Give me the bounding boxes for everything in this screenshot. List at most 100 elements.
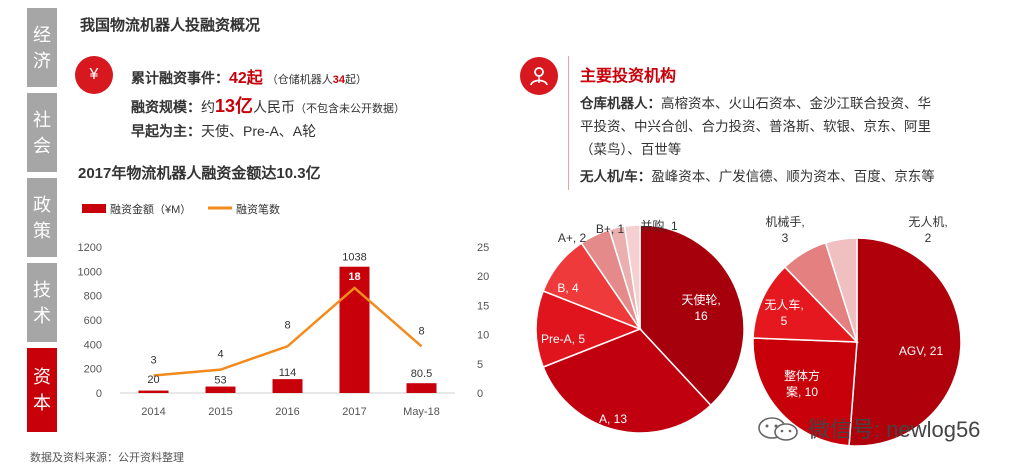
x-tick-label: 2016: [275, 406, 299, 418]
category-tab-4[interactable]: 资本: [27, 348, 57, 432]
pie-label: 机械手, 3: [765, 214, 804, 245]
pie-label: 并购, 1: [640, 218, 678, 233]
category-tab-2[interactable]: 政策: [27, 178, 57, 257]
pie-label: 无人车, 5: [764, 297, 803, 328]
category-tab-3[interactable]: 技术: [27, 263, 57, 342]
vehicle-investors: 无人机/车：盈峰资本、广发信德、顺为资本、百度、京东等: [580, 169, 935, 184]
category-tab-char: 济: [33, 50, 51, 71]
count-line: [153, 286, 423, 377]
pie-label-line: 并购, 1: [640, 218, 678, 233]
y-tick-label: 600: [84, 315, 102, 327]
line-value-label: 8: [418, 325, 424, 337]
category-tab-char: 技: [33, 279, 51, 300]
pie-label: 无人机, 2: [908, 215, 947, 245]
wechat-id: 微信号: newlog56: [808, 417, 981, 442]
pie-slice: [848, 237, 962, 447]
pie-label-line: B, 4: [557, 281, 579, 295]
funding-events: 累计融资事件：42起 （仓储机器人34起）: [131, 70, 367, 87]
category-tab-char: 资: [33, 367, 51, 387]
bar: [205, 386, 236, 393]
line-value-label: 3: [150, 354, 156, 366]
category-tab-char: 策: [33, 220, 51, 241]
round-pie-chart: 天使轮, 16 A, 13 Pre-A, 5 B, 4 A+, 2 B+, 1 并购, 1: [535, 218, 745, 434]
y2-tick-label: 15: [477, 300, 489, 312]
chart-title: 2017年物流机器人融资金额达10.3亿: [78, 165, 321, 182]
category-tab-0[interactable]: 经济: [27, 8, 57, 87]
pie-label: B+, 1: [596, 222, 625, 236]
bar-value-label: 1038: [342, 252, 366, 264]
x-tick-label: 2017: [342, 406, 366, 418]
pie-label-line: 16: [694, 309, 708, 323]
pie-slice: [542, 328, 712, 434]
line-value-label: 8: [284, 319, 290, 331]
source-note: 数据及资料来源：公开资料整理: [30, 452, 184, 464]
x-tick-label: 2014: [141, 406, 165, 418]
pie-label: Pre-A, 5: [541, 332, 585, 346]
legend-bar-swatch: [82, 204, 106, 213]
pie-slice: [824, 237, 858, 343]
category-tab-char: 本: [33, 393, 51, 413]
pie-label-line: A+, 2: [558, 231, 587, 245]
pie-slice: [752, 337, 858, 447]
pie-label-line: 2: [925, 231, 932, 245]
y2-tick-label: 0: [477, 388, 483, 400]
bar: [272, 379, 303, 393]
category-sidebar: 经济社会政策技术资本: [27, 8, 57, 438]
investors-title: 主要投资机构: [580, 68, 677, 85]
bar: [406, 383, 437, 393]
pie-slice: [535, 290, 643, 368]
category-tab-char: 社: [33, 109, 51, 130]
y-tick-label: 0: [96, 388, 102, 400]
person-icon: [520, 57, 558, 95]
category-tab-char: 术: [33, 305, 51, 326]
y2-tick-label: 10: [477, 330, 489, 342]
pie-label-line: 案, 10: [786, 384, 818, 399]
y-tick-label: 200: [84, 364, 102, 376]
pie-label: 天使轮, 16: [681, 292, 720, 323]
bar-value-label: 20: [147, 374, 159, 386]
y2-tick-label: 25: [477, 242, 489, 254]
pie-label: A+, 2: [558, 231, 587, 245]
y-tick-label: 400: [84, 339, 102, 351]
pie-slice: [623, 224, 641, 330]
y-tick-label: 1200: [78, 242, 102, 254]
pie-label: A, 13: [599, 412, 627, 426]
funding-stage: 早起为主：天使、Pre-A、A轮: [131, 123, 317, 139]
y2-tick-label: 5: [477, 359, 483, 371]
bar: [339, 266, 370, 393]
legend-bar-label: 融资金额（¥M）: [110, 202, 191, 216]
category-tab-char: 政: [33, 194, 51, 215]
pie-slice: [752, 266, 859, 343]
y-tick-label: 800: [84, 291, 102, 303]
pie-label-line: 天使轮,: [681, 292, 720, 307]
divider: [568, 56, 569, 190]
pie-label: B, 4: [557, 281, 579, 295]
y-tick-label: 1000: [78, 266, 102, 278]
bar: [138, 390, 169, 393]
warehouse-investors: 仓库机器人：高榕资本、火山石资本、金沙江联合投资、华 平投资、中兴合创、合力投资…: [580, 96, 931, 157]
type-pie-chart: AGV, 21 整体方案, 10 无人车, 5 机械手, 3 无人机, 2: [752, 214, 962, 447]
yuan-icon: ¥: [75, 56, 113, 94]
line-value-label: 18: [348, 271, 360, 283]
funding-scale: 融资规模：约13亿人民币（不包含未公开数据）: [131, 96, 406, 116]
x-tick-label: May-18: [403, 406, 440, 418]
wechat-icon: [758, 417, 798, 441]
pie-label-line: A, 13: [599, 412, 627, 426]
pie-label-line: Pre-A, 5: [541, 332, 585, 346]
legend-line-label: 融资笔数: [236, 202, 280, 216]
category-tab-1[interactable]: 社会: [27, 93, 57, 172]
pie-label-line: B+, 1: [596, 222, 625, 236]
pie-label: AGV, 21: [899, 344, 944, 358]
pie-label: 整体方案, 10: [784, 368, 820, 399]
category-tab-char: 会: [33, 135, 51, 156]
bar-value-label: 80.5: [411, 368, 432, 380]
funding-combo-chart: 融资金额（¥M） 融资笔数 0 200 400 600 800 1000 1200 0 5 10 15 2…: [78, 202, 490, 418]
y2-tick-label: 20: [477, 271, 489, 283]
x-tick-label: 2015: [208, 406, 232, 418]
pie-label-line: AGV, 21: [899, 344, 944, 358]
line-value-label: 4: [217, 349, 223, 361]
pie-label-line: 5: [781, 314, 788, 328]
pie-slice: [639, 224, 745, 407]
bar-value-label: 114: [279, 367, 297, 379]
pie-label-line: 机械手,: [765, 214, 804, 229]
